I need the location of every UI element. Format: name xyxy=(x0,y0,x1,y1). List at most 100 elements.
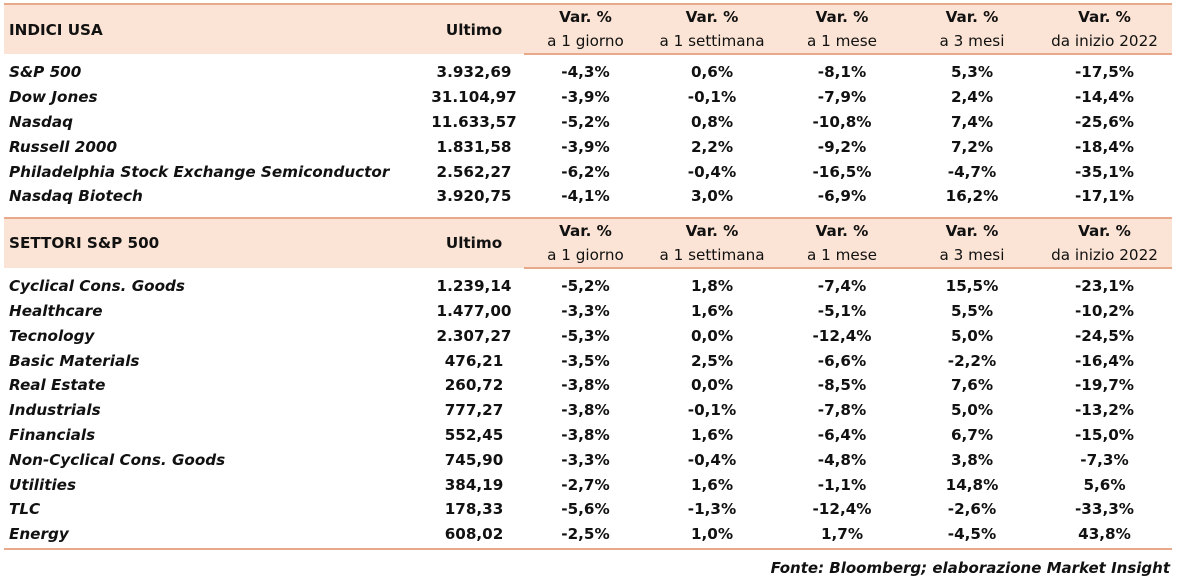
row-name: Nasdaq Biotech xyxy=(9,187,143,206)
row-change-d1: -6,2% xyxy=(561,162,610,181)
row-change-m1: -5,1% xyxy=(817,301,867,320)
row-name: Russell 2000 xyxy=(9,137,118,156)
row-change-ytd: -25,6% xyxy=(1075,112,1134,131)
row-name: Energy xyxy=(9,525,69,544)
row-change-m1: -6,6% xyxy=(817,351,867,370)
market-table-container: INDICI USA Ultimo Var. % Var. % Var. % Var. %… xyxy=(4,3,1172,550)
row-change-m1: -7,9% xyxy=(817,88,867,107)
row-change-w1: -0,1% xyxy=(687,88,737,107)
table-row: Dow Jones 31.104,97 -3,9% -0,1% -7,9% 2,4% -14… xyxy=(4,85,1172,110)
row-change-w1: 0,0% xyxy=(690,326,734,345)
section-separator xyxy=(4,208,1172,219)
row-change-m1: -16,5% xyxy=(812,162,872,181)
table-row: Basic Materials 476,21 -3,5% 2,5% -6,6% -2,2%… xyxy=(4,348,1172,373)
row-change-d1: -3,8% xyxy=(561,425,610,444)
row-name: Healthcare xyxy=(9,301,103,320)
row-change-w1: 1,6% xyxy=(690,425,734,444)
row-change-m1: -12,4% xyxy=(812,500,872,519)
column-header-last: Ultimo xyxy=(424,3,524,54)
row-change-d1: -3,3% xyxy=(561,301,610,320)
row-change-w1: -1,3% xyxy=(687,500,737,519)
row-change-d1: -3,9% xyxy=(561,137,610,156)
row-change-m1: -10,8% xyxy=(812,112,872,131)
column-header-m3-line1: Var. % xyxy=(907,3,1037,29)
row-last-value: 11.633,57 xyxy=(431,112,517,131)
row-last-value: 178,33 xyxy=(444,500,504,519)
table-row: S&P 500 3.932,69 -4,3% 0,6% -8,1% 5,3% -17,5% xyxy=(4,60,1172,85)
row-change-w1: -0,1% xyxy=(687,401,737,420)
column-header-d1-line2: a 1 giorno xyxy=(524,242,647,269)
row-change-d1: -5,2% xyxy=(561,112,610,131)
row-name: Financials xyxy=(9,425,96,444)
column-header-m3-line2: a 3 mesi xyxy=(907,242,1037,269)
table-row: Tecnology 2.307,27 -5,3% 0,0% -12,4% 5,0% -24,… xyxy=(4,323,1172,348)
row-last-value: 384,19 xyxy=(444,475,504,494)
row-change-m3: 7,4% xyxy=(950,112,994,131)
row-change-ytd: -16,4% xyxy=(1075,351,1134,370)
row-change-m1: -8,5% xyxy=(817,376,867,395)
row-change-d1: -2,7% xyxy=(561,475,610,494)
row-change-d1: -5,6% xyxy=(561,500,610,519)
column-header-ytd-line1: Var. % xyxy=(1037,3,1172,29)
row-change-ytd: -19,7% xyxy=(1075,376,1134,395)
row-change-w1: 0,0% xyxy=(690,376,734,395)
column-header-d1-line1: Var. % xyxy=(524,216,647,243)
row-change-w1: 0,6% xyxy=(690,63,734,82)
row-change-m1: -12,4% xyxy=(812,326,872,345)
row-change-ytd: -13,2% xyxy=(1075,401,1134,420)
row-name: Nasdaq xyxy=(9,112,73,131)
row-last-value: 3.932,69 xyxy=(436,63,512,82)
row-last-value: 777,27 xyxy=(444,401,504,420)
row-name: Basic Materials xyxy=(9,351,140,370)
column-header-w1-line2: a 1 settimana xyxy=(647,29,777,55)
column-header-w1-line1: Var. % xyxy=(647,3,777,29)
row-name: Cyclical Cons. Goods xyxy=(9,277,185,296)
row-change-d1: -3,9% xyxy=(561,88,610,107)
row-change-w1: 1,6% xyxy=(690,301,734,320)
table-row: Healthcare 1.477,00 -3,3% 1,6% -5,1% 5,5% -10,… xyxy=(4,299,1172,324)
column-header-w1-line1: Var. % xyxy=(647,216,777,243)
table-row: Philadelphia Stock Exchange Semiconducto… xyxy=(4,159,1172,184)
row-last-value: 608,02 xyxy=(444,525,504,544)
table-row: Cyclical Cons. Goods 1.239,14 -5,2% 1,8% -7,… xyxy=(4,274,1172,299)
table-body: INDICI USA Ultimo Var. % Var. % Var. % Var. %… xyxy=(4,3,1172,550)
table-row: Real Estate 260,72 -3,8% 0,0% -8,5% 7,6% -19,7… xyxy=(4,373,1172,398)
row-name: Non-Cyclical Cons. Goods xyxy=(9,450,226,469)
row-change-w1: 1,8% xyxy=(690,277,734,296)
section2-header-row-2: a 1 giorno a 1 settimana a 1 mese a 3 mesi d… xyxy=(4,242,1172,269)
row-last-value: 1.831,58 xyxy=(436,137,512,156)
row-change-d1: -4,1% xyxy=(561,187,610,206)
row-change-w1: -0,4% xyxy=(687,162,737,181)
row-change-m3: 5,0% xyxy=(950,401,994,420)
row-change-w1: 2,2% xyxy=(690,137,734,156)
row-last-value: 476,21 xyxy=(444,351,504,370)
column-header-ytd-line2: da inizio 2022 xyxy=(1037,242,1172,269)
section2-title: SETTORI S&P 500 xyxy=(4,216,424,268)
row-change-m3: 5,0% xyxy=(950,326,994,345)
row-change-m3: 5,3% xyxy=(950,63,994,82)
column-header-d1-line1: Var. % xyxy=(524,3,647,29)
row-change-ytd: -15,0% xyxy=(1075,425,1134,444)
table-row: Utilities 384,19 -2,7% 1,6% -1,1% 14,8% 5,6% xyxy=(4,472,1172,497)
table-row: Industrials 777,27 -3,8% -0,1% -7,8% 5,0% -13,… xyxy=(4,398,1172,423)
row-change-ytd: 5,6% xyxy=(1083,475,1126,494)
row-change-ytd: -14,4% xyxy=(1075,88,1134,107)
column-header-m1-line1: Var. % xyxy=(777,216,907,243)
row-change-ytd: -17,5% xyxy=(1075,63,1134,82)
row-last-value: 2.562,27 xyxy=(436,162,512,181)
row-name: TLC xyxy=(9,500,41,519)
table-row: Financials 552,45 -3,8% 1,6% -6,4% 6,7% -15,0% xyxy=(4,423,1172,448)
table-row: Non-Cyclical Cons. Goods 745,90 -3,3% -0,4%… xyxy=(4,447,1172,472)
row-change-w1: 2,5% xyxy=(690,351,734,370)
row-change-m1: -6,9% xyxy=(817,187,867,206)
row-last-value: 31.104,97 xyxy=(431,88,517,107)
row-change-m3: 6,7% xyxy=(950,425,994,444)
row-change-ytd: -17,1% xyxy=(1075,187,1134,206)
row-change-ytd: 43,8% xyxy=(1078,525,1131,544)
row-last-value: 2.307,27 xyxy=(436,326,512,345)
table-bottom-rule xyxy=(4,546,1172,550)
column-header-m1-line2: a 1 mese xyxy=(777,29,907,55)
row-change-m3: 7,6% xyxy=(950,376,994,395)
row-change-d1: -3,3% xyxy=(561,450,610,469)
row-change-ytd: -10,2% xyxy=(1075,301,1134,320)
